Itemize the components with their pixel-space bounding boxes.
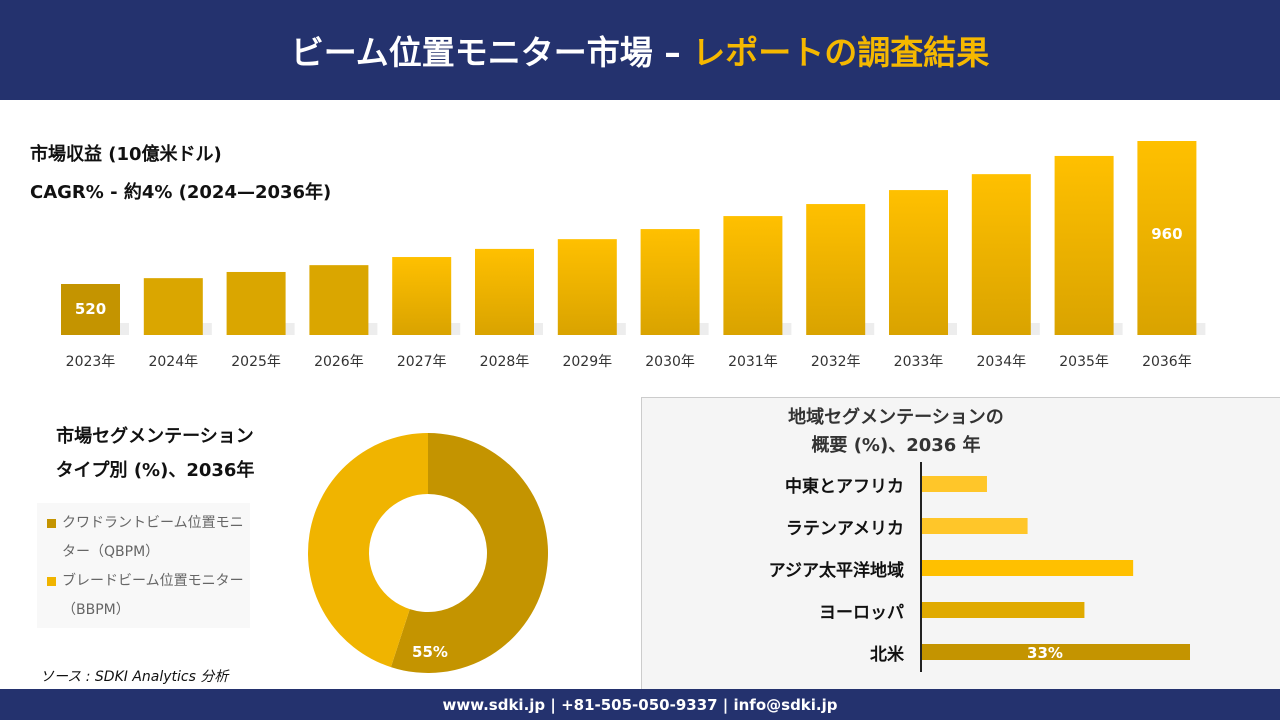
x-tick-label: 2025年 bbox=[231, 354, 281, 370]
bar-2026年 bbox=[309, 265, 369, 335]
bar-2023年 bbox=[61, 284, 120, 335]
bar-2028年 bbox=[475, 248, 534, 335]
region-label: 北米 bbox=[870, 645, 904, 665]
x-tick-label: 2026年 bbox=[314, 354, 364, 370]
x-tick-label: 2030年 bbox=[645, 354, 695, 370]
legend-label: クワドラントビーム位置モニター（QBPM） bbox=[62, 515, 244, 560]
header-title: ビーム位置モニター市場 – レポートの調査結果 bbox=[0, 0, 1280, 100]
x-tick-label: 2034年 bbox=[976, 354, 1026, 370]
legend-label: ブレードビーム位置モニター（BBPM） bbox=[62, 573, 244, 618]
bar-2025年 bbox=[226, 271, 286, 335]
x-tick-label: 2027年 bbox=[397, 354, 447, 370]
x-tick-label: 2024年 bbox=[148, 354, 198, 370]
title-line: 地域セグメンテーションの bbox=[788, 407, 1004, 428]
hbar-2 bbox=[922, 560, 1134, 576]
title-accent: レポートの調査結果 bbox=[692, 33, 990, 72]
region-label: ラテンアメリカ bbox=[785, 519, 904, 539]
donut-slice bbox=[308, 433, 428, 668]
data-label: 520 bbox=[75, 300, 106, 318]
x-tick-label: 2029年 bbox=[562, 354, 612, 370]
data-label: 33% bbox=[1027, 644, 1063, 662]
bar-2030年 bbox=[640, 229, 700, 335]
title-line: 概要 (%)、2036 年 bbox=[811, 435, 981, 456]
type-segment-title: 市場セグメンテーション タイプ別 (%)、2036年 bbox=[20, 420, 290, 488]
region-label: 中東とアフリカ bbox=[785, 477, 904, 497]
donut-slice bbox=[390, 433, 549, 674]
title-line: 市場セグメンテーション bbox=[56, 426, 254, 447]
slice-label: 55% bbox=[412, 643, 448, 661]
x-tick-label: 2035年 bbox=[1059, 354, 1109, 370]
cagr-subtitle: CAGR% - 約4% (2024—2036年) bbox=[30, 182, 332, 203]
source-note: ソース : SDKI Analytics 分析 bbox=[40, 669, 229, 685]
hbar-3 bbox=[922, 602, 1085, 618]
bar-2027年 bbox=[392, 257, 452, 335]
region-panel bbox=[641, 397, 1280, 689]
region-segment-title: 地域セグメンテーションの 概要 (%)、2036 年 bbox=[641, 404, 1151, 460]
title-main: ビーム位置モニター市場 – bbox=[290, 33, 681, 72]
legend-swatch bbox=[47, 519, 56, 528]
legend-item-bbpm: ブレードビーム位置モニター（BBPM） bbox=[43, 567, 244, 625]
title-line: タイプ別 (%)、2036年 bbox=[55, 460, 255, 481]
x-tick-label: 2028年 bbox=[480, 354, 530, 370]
hbar-0 bbox=[922, 476, 987, 492]
hbar-4 bbox=[922, 644, 1190, 660]
data-label: 960 bbox=[1151, 225, 1182, 243]
bar-2032年 bbox=[806, 204, 866, 335]
bar-2029年 bbox=[557, 239, 617, 335]
hbar-1 bbox=[922, 518, 1028, 534]
x-tick-label: 2031年 bbox=[728, 354, 778, 370]
region-label: ヨーロッパ bbox=[819, 603, 904, 623]
bar-2034年 bbox=[971, 174, 1031, 335]
x-tick-label: 2023年 bbox=[66, 354, 116, 370]
x-tick-label: 2032年 bbox=[811, 354, 861, 370]
bar-2035年 bbox=[1054, 155, 1114, 335]
x-tick-label: 2033年 bbox=[894, 354, 944, 370]
region-label: アジア太平洋地域 bbox=[768, 561, 904, 581]
bar-2036年 bbox=[1137, 141, 1197, 335]
x-tick-label: 2036年 bbox=[1142, 354, 1192, 370]
legend-swatch bbox=[47, 577, 56, 586]
bar-2033年 bbox=[889, 190, 948, 335]
bar-2031年 bbox=[723, 216, 783, 335]
donut-legend: クワドラントビーム位置モニター（QBPM） ブレードビーム位置モニター（BBPM… bbox=[37, 503, 250, 628]
revenue-title: 市場収益 (10億米ドル) bbox=[30, 144, 222, 165]
footer-contact: www.sdki.jp | +81-505-050-9337 | info@sd… bbox=[0, 689, 1280, 720]
legend-item-qbpm: クワドラントビーム位置モニター（QBPM） bbox=[43, 509, 244, 567]
bar-2024年 bbox=[143, 278, 203, 335]
